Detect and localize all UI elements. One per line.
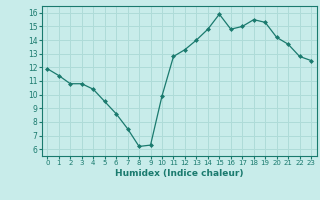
X-axis label: Humidex (Indice chaleur): Humidex (Indice chaleur) <box>115 169 244 178</box>
